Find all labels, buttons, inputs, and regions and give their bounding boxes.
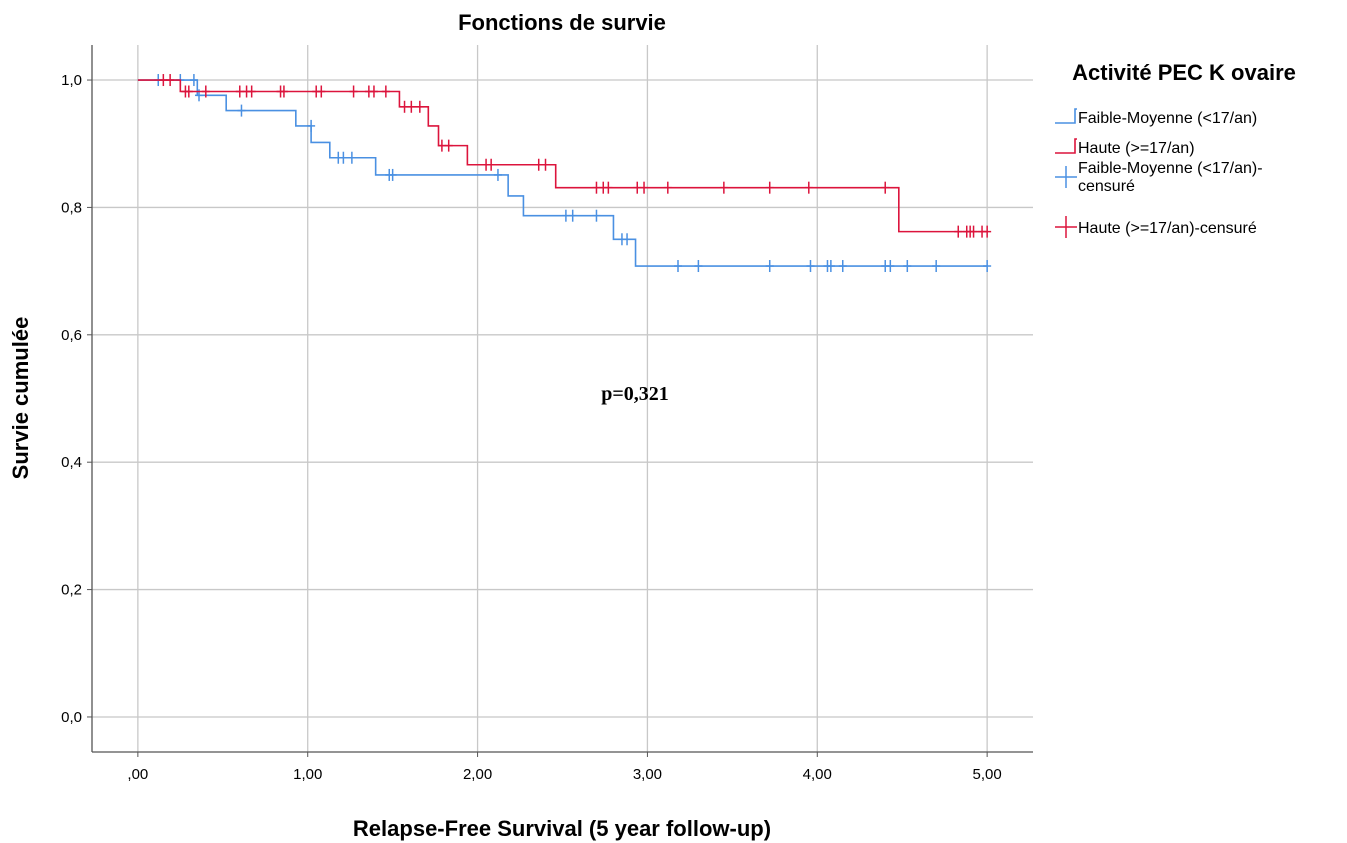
series-layer xyxy=(137,74,992,273)
legend-label: Haute (>=17/an) xyxy=(1078,140,1195,157)
legend: Activité PEC K ovaire Faible-Moyenne (<1… xyxy=(1055,60,1296,238)
tick-labels: ,00 1,00 2,00 3,00 4,00 5,00 0,0 0,2 0,4 0,6 0,8 1,… xyxy=(61,72,1002,783)
y-tick-label: 0,6 xyxy=(61,327,82,344)
x-tick-label: 2,00 xyxy=(463,766,492,783)
p-value-annotation: p=0,321 xyxy=(601,383,669,405)
survival-curve-2 xyxy=(137,79,988,233)
legend-swatch-line xyxy=(1055,138,1077,154)
x-tick-label: 4,00 xyxy=(803,766,832,783)
grid-lines xyxy=(92,45,1033,752)
y-tick-label: 1,0 xyxy=(61,72,82,89)
axes xyxy=(87,45,1033,757)
y-tick-label: 0,8 xyxy=(61,199,82,216)
legend-title: Activité PEC K ovaire xyxy=(1072,60,1296,85)
y-tick-label: 0,2 xyxy=(61,582,82,599)
legend-swatch-line xyxy=(1055,108,1077,124)
x-tick-label: 3,00 xyxy=(633,766,662,783)
legend-label: censuré xyxy=(1078,178,1135,195)
chart-title: Fonctions de survie xyxy=(458,10,666,35)
y-axis-title: Survie cumulée xyxy=(8,317,33,480)
survival-curve-1 xyxy=(137,79,988,267)
y-tick-label: 0,4 xyxy=(61,454,82,471)
y-tick-label: 0,0 xyxy=(61,709,82,726)
x-tick-label: 1,00 xyxy=(293,766,322,783)
legend-label: Haute (>=17/an)-censuré xyxy=(1078,220,1257,237)
legend-label: Faible-Moyenne (<17/an)- xyxy=(1078,160,1263,177)
x-tick-label: ,00 xyxy=(127,766,148,783)
legend-items: Faible-Moyenne (<17/an) Haute (>=17/an) Fa… xyxy=(1055,108,1263,238)
x-axis-title: Relapse-Free Survival (5 year follow-up) xyxy=(353,816,771,841)
legend-label: Faible-Moyenne (<17/an) xyxy=(1078,110,1257,127)
x-tick-label: 5,00 xyxy=(973,766,1002,783)
